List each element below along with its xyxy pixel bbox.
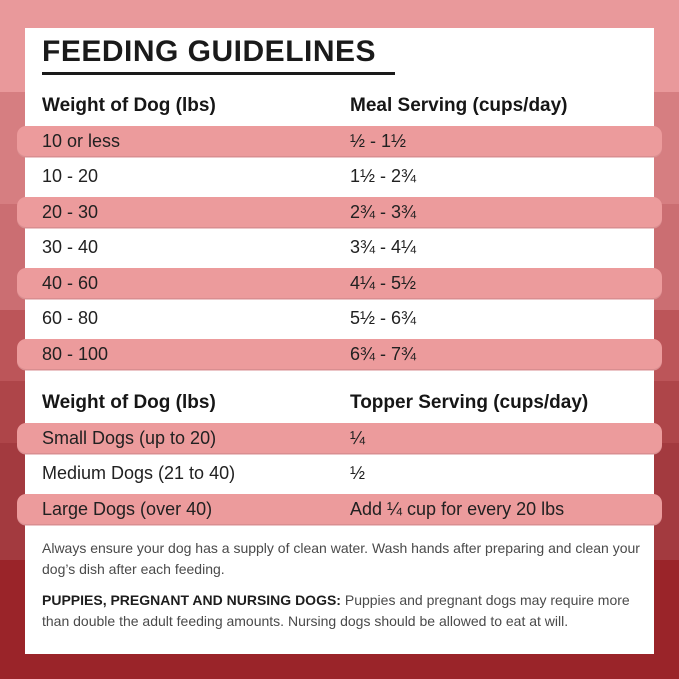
special-dogs-note: PUPPIES, PREGNANT AND NURSING DOGS: Pupp…	[42, 590, 640, 631]
title-underline	[42, 72, 395, 75]
feeding-guidelines-card: FEEDING GUIDELINES Weight of Dog (lbs) M…	[17, 28, 662, 654]
weight-cell: 10 or less	[42, 130, 121, 151]
weight-cell: 40 - 60	[42, 272, 99, 293]
serving-cell: 6¾ - 7¾	[350, 343, 417, 364]
page-title: FEEDING GUIDELINES	[42, 35, 377, 68]
weight-cell: 80 - 100	[42, 343, 109, 364]
table-row: 10 - 20 1½ - 2¾	[17, 162, 662, 192]
meal-col-serving-header: Meal Serving (cups/day)	[350, 95, 568, 116]
table-row: Large Dogs (over 40) Add ¼ cup for every…	[17, 494, 662, 524]
water-note: Always ensure your dog has a supply of c…	[42, 540, 640, 577]
serving-cell: ¼	[350, 427, 366, 448]
serving-cell: 5½ - 6¾	[350, 308, 417, 328]
weight-cell: 30 - 40	[42, 237, 99, 257]
table-row: 80 - 100 6¾ - 7¾	[17, 339, 662, 369]
serving-cell: ½	[350, 463, 366, 483]
serving-cell: 3¾ - 4¼	[350, 237, 417, 257]
table-row: Medium Dogs (21 to 40) ½	[17, 459, 662, 489]
serving-cell: 4¼ - 5½	[350, 272, 417, 293]
topper-col-serving-header: Topper Serving (cups/day)	[350, 392, 589, 413]
table-row: Small Dogs (up to 20) ¼	[17, 423, 662, 453]
table-row: 30 - 40 3¾ - 4¼	[17, 233, 662, 263]
table-row: 20 - 30 2¾ - 3¾	[17, 197, 662, 227]
meal-table-header: Weight of Dog (lbs) Meal Serving (cups/d…	[25, 91, 654, 121]
table-row: 10 or less ½ - 1½	[17, 126, 662, 156]
table-row: 60 - 80 5½ - 6¾	[17, 304, 662, 334]
topper-col-weight-header: Weight of Dog (lbs)	[42, 392, 216, 413]
topper-table-header: Weight of Dog (lbs) Topper Serving (cups…	[25, 388, 654, 418]
serving-cell: 1½ - 2¾	[350, 166, 417, 186]
special-dogs-note-text: Puppies and pregnant dogs may require mo…	[42, 592, 630, 630]
weight-cell: Large Dogs (over 40)	[42, 498, 213, 519]
serving-cell: Add ¼ cup for every 20 lbs	[350, 498, 565, 519]
weight-cell: 10 - 20	[42, 166, 99, 186]
weight-cell: 60 - 80	[42, 308, 99, 328]
special-dogs-note-heading: PUPPIES, PREGNANT AND NURSING DOGS:	[42, 592, 341, 609]
meal-col-weight-header: Weight of Dog (lbs)	[42, 95, 216, 116]
serving-cell: ½ - 1½	[350, 130, 407, 151]
weight-cell: Medium Dogs (21 to 40)	[42, 463, 236, 483]
table-row: 40 - 60 4¼ - 5½	[17, 268, 662, 298]
weight-cell: 20 - 30	[42, 201, 99, 222]
weight-cell: Small Dogs (up to 20)	[42, 427, 217, 448]
serving-cell: 2¾ - 3¾	[350, 201, 417, 222]
